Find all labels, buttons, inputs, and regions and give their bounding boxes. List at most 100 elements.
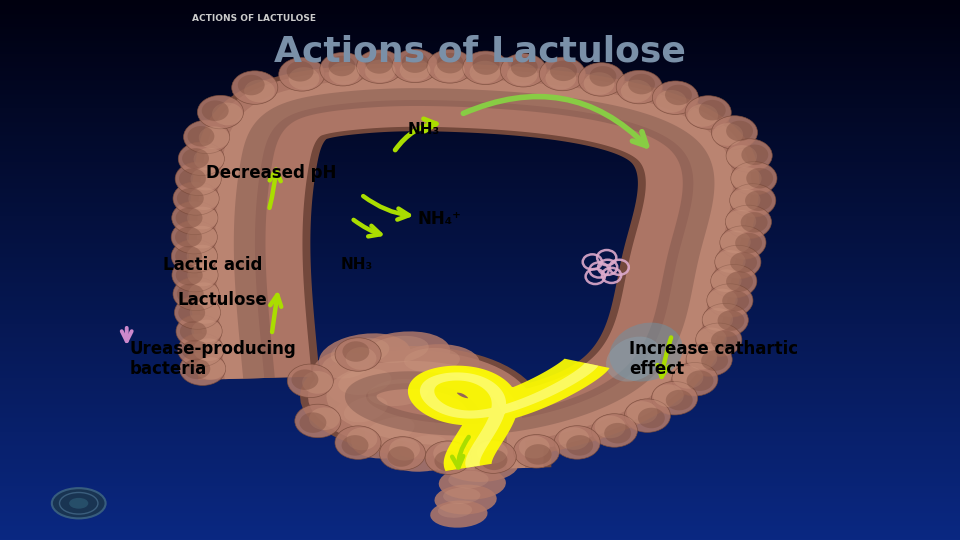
Polygon shape xyxy=(408,359,610,471)
Ellipse shape xyxy=(566,435,593,456)
Ellipse shape xyxy=(401,52,428,73)
Ellipse shape xyxy=(621,80,652,103)
Ellipse shape xyxy=(712,123,743,146)
Ellipse shape xyxy=(172,258,218,292)
Ellipse shape xyxy=(616,70,662,104)
Ellipse shape xyxy=(696,328,727,350)
Ellipse shape xyxy=(604,423,631,443)
Ellipse shape xyxy=(278,58,324,91)
Ellipse shape xyxy=(584,72,614,95)
Ellipse shape xyxy=(710,269,741,292)
Ellipse shape xyxy=(559,427,589,450)
Ellipse shape xyxy=(346,347,376,370)
Ellipse shape xyxy=(172,201,218,235)
Ellipse shape xyxy=(666,390,693,410)
Ellipse shape xyxy=(328,62,359,85)
Text: Lactic acid: Lactic acid xyxy=(163,255,263,274)
Ellipse shape xyxy=(187,264,218,286)
Ellipse shape xyxy=(188,187,219,210)
Ellipse shape xyxy=(199,126,229,149)
Ellipse shape xyxy=(368,336,429,363)
Ellipse shape xyxy=(707,284,753,318)
Ellipse shape xyxy=(399,435,447,459)
Ellipse shape xyxy=(332,391,407,435)
Ellipse shape xyxy=(244,79,275,102)
Ellipse shape xyxy=(338,369,392,395)
Ellipse shape xyxy=(726,210,756,233)
Ellipse shape xyxy=(687,104,718,127)
Ellipse shape xyxy=(727,145,757,168)
Ellipse shape xyxy=(187,126,214,146)
Ellipse shape xyxy=(295,404,341,438)
Ellipse shape xyxy=(289,67,320,90)
Ellipse shape xyxy=(699,100,726,120)
Ellipse shape xyxy=(673,366,704,389)
Ellipse shape xyxy=(330,338,390,366)
Ellipse shape xyxy=(365,417,415,445)
Ellipse shape xyxy=(730,184,776,217)
Ellipse shape xyxy=(545,67,576,90)
Ellipse shape xyxy=(343,341,370,362)
Ellipse shape xyxy=(481,450,508,470)
Ellipse shape xyxy=(511,57,538,77)
Ellipse shape xyxy=(287,364,333,397)
Ellipse shape xyxy=(665,85,692,105)
Ellipse shape xyxy=(187,207,218,229)
Ellipse shape xyxy=(722,291,749,311)
Polygon shape xyxy=(189,63,759,471)
Ellipse shape xyxy=(194,148,225,171)
Ellipse shape xyxy=(183,359,210,379)
Ellipse shape xyxy=(717,310,744,331)
Ellipse shape xyxy=(519,436,550,458)
Ellipse shape xyxy=(191,320,222,342)
Ellipse shape xyxy=(366,53,393,73)
Ellipse shape xyxy=(710,265,756,298)
Ellipse shape xyxy=(179,168,205,189)
Ellipse shape xyxy=(188,282,219,305)
Ellipse shape xyxy=(711,330,738,351)
Ellipse shape xyxy=(507,63,538,86)
Ellipse shape xyxy=(595,416,626,438)
Ellipse shape xyxy=(726,120,753,141)
Polygon shape xyxy=(234,88,714,469)
Ellipse shape xyxy=(554,426,600,459)
Text: Lactulose: Lactulose xyxy=(178,291,267,309)
Ellipse shape xyxy=(379,437,425,470)
Ellipse shape xyxy=(720,226,766,259)
Ellipse shape xyxy=(309,407,340,430)
Ellipse shape xyxy=(356,332,450,376)
Ellipse shape xyxy=(399,59,430,82)
Ellipse shape xyxy=(437,53,464,73)
Text: ACTIONS OF LACTULOSE: ACTIONS OF LACTULOSE xyxy=(192,15,317,23)
Ellipse shape xyxy=(387,430,468,472)
Ellipse shape xyxy=(389,438,420,461)
Ellipse shape xyxy=(335,338,381,371)
Ellipse shape xyxy=(500,53,546,87)
Ellipse shape xyxy=(425,441,471,475)
Ellipse shape xyxy=(173,277,219,310)
Ellipse shape xyxy=(624,399,670,433)
Ellipse shape xyxy=(356,50,402,83)
Ellipse shape xyxy=(525,444,552,465)
Text: Decreased pH: Decreased pH xyxy=(206,164,337,182)
Text: NH₄⁺: NH₄⁺ xyxy=(418,210,462,228)
Ellipse shape xyxy=(183,120,229,154)
Ellipse shape xyxy=(741,145,768,165)
Ellipse shape xyxy=(368,379,429,406)
Ellipse shape xyxy=(434,59,465,82)
Ellipse shape xyxy=(347,428,377,450)
Ellipse shape xyxy=(394,344,480,385)
Ellipse shape xyxy=(198,96,244,129)
Ellipse shape xyxy=(202,100,228,121)
Ellipse shape xyxy=(715,245,761,279)
Ellipse shape xyxy=(707,289,737,312)
Ellipse shape xyxy=(180,321,206,342)
Ellipse shape xyxy=(175,246,202,266)
Text: Increase cathartic
effect: Increase cathartic effect xyxy=(629,340,798,379)
Ellipse shape xyxy=(176,265,203,286)
Ellipse shape xyxy=(328,364,411,408)
Ellipse shape xyxy=(730,189,760,212)
Ellipse shape xyxy=(179,302,205,323)
Ellipse shape xyxy=(638,408,665,428)
Ellipse shape xyxy=(726,205,772,239)
